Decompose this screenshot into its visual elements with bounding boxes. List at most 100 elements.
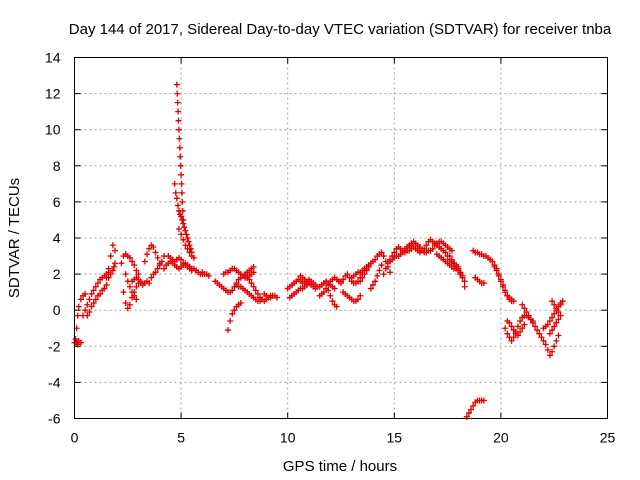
data-point (551, 310, 558, 317)
data-point (329, 298, 336, 305)
data-point (521, 321, 528, 328)
data-point (555, 316, 562, 323)
data-point (237, 299, 244, 306)
data-point (174, 202, 181, 209)
data-point (461, 278, 468, 285)
data-point (154, 265, 161, 272)
data-point (126, 283, 133, 290)
data-point (510, 298, 517, 305)
y-tick-label: 0 (53, 302, 61, 318)
data-point (367, 285, 374, 292)
data-point (97, 290, 104, 297)
data-point (529, 319, 536, 326)
data-point (470, 402, 477, 409)
data-point (88, 303, 95, 310)
data-point (178, 231, 185, 238)
data-point (519, 325, 526, 332)
data-point (523, 309, 530, 316)
data-point (74, 341, 81, 348)
data-point (459, 272, 466, 279)
data-point (380, 271, 387, 278)
data-point (502, 289, 509, 296)
data-point (229, 287, 236, 294)
data-point (497, 278, 504, 285)
data-point (357, 292, 364, 299)
y-tick-label: 4 (53, 230, 61, 246)
data-point (107, 253, 114, 260)
data-point (158, 258, 165, 265)
data-point (129, 289, 136, 296)
data-point (161, 265, 168, 272)
data-point (177, 162, 184, 169)
y-tick-label: 14 (45, 50, 61, 66)
data-point (519, 301, 526, 308)
data-point (359, 274, 366, 281)
data-point (525, 312, 532, 319)
data-point (178, 256, 185, 263)
data-point (453, 262, 460, 269)
data-point (514, 332, 521, 339)
data-point (179, 198, 186, 205)
y-tick-label: 12 (45, 86, 61, 102)
data-point (553, 319, 560, 326)
data-point (340, 276, 347, 283)
data-point (250, 283, 257, 290)
data-point (188, 267, 195, 274)
data-point (154, 254, 161, 261)
data-point (527, 316, 534, 323)
y-tick-label: 10 (45, 122, 61, 138)
data-point (559, 298, 566, 305)
data-point (135, 271, 142, 278)
data-point (178, 213, 185, 220)
y-tick-label: 2 (53, 266, 61, 282)
data-point (182, 227, 189, 234)
plot-frame (74, 57, 608, 419)
data-point (131, 262, 138, 269)
data-point (557, 312, 564, 319)
data-point (372, 278, 379, 285)
x-tick-labels: 0 5 10 15 20 25 (71, 430, 616, 446)
data-point (105, 265, 112, 272)
data-point (325, 281, 332, 288)
data-point (461, 283, 468, 290)
data-point (468, 406, 475, 413)
data-point (90, 287, 97, 294)
data-point (549, 298, 556, 305)
data-point (105, 274, 112, 281)
data-point (480, 397, 487, 404)
data-point (135, 276, 142, 283)
data-point (331, 285, 338, 292)
y-tick-label: -4 (48, 374, 61, 390)
data-point (133, 296, 140, 303)
data-point (231, 307, 238, 314)
data-point (546, 352, 553, 359)
data-point (152, 269, 159, 276)
data-point (181, 224, 188, 231)
data-point (378, 249, 385, 256)
data-point (517, 318, 524, 325)
data-point (378, 262, 385, 269)
data-point (86, 309, 93, 316)
y-tick-label: -2 (48, 338, 61, 354)
data-point (555, 309, 562, 316)
data-point (183, 231, 190, 238)
data-point (557, 301, 564, 308)
data-point (510, 334, 517, 341)
data-point (178, 180, 185, 187)
data-point (544, 321, 551, 328)
data-point (333, 303, 340, 310)
data-marks (71, 81, 566, 420)
data-point (500, 283, 507, 290)
data-point (146, 280, 153, 287)
data-point (229, 310, 236, 317)
data-point (176, 135, 183, 142)
data-point (536, 330, 543, 337)
data-point (448, 256, 455, 263)
data-point (178, 189, 185, 196)
data-point (442, 249, 449, 256)
data-point (107, 271, 114, 278)
data-point (175, 207, 182, 214)
data-point (175, 117, 182, 124)
chart-title: Day 144 of 2017, Sidereal Day-to-day VTE… (69, 21, 612, 38)
